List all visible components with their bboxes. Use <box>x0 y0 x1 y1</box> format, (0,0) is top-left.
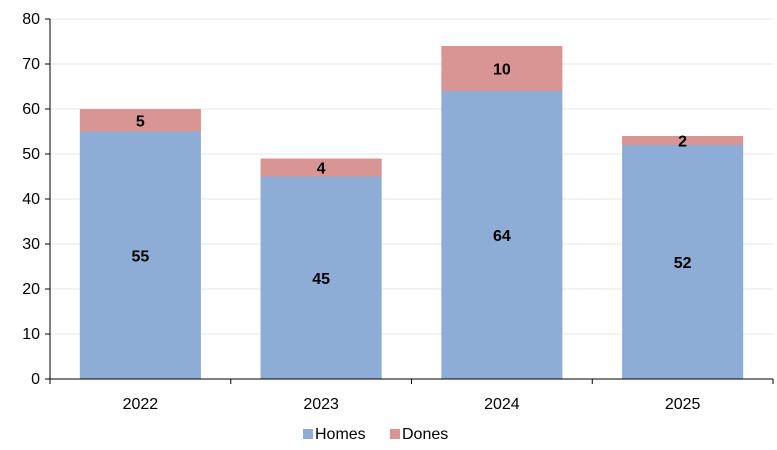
data-label-homes-2024: 64 <box>493 228 511 245</box>
data-label-dones-2025: 2 <box>678 134 687 151</box>
y-tick-label: 10 <box>22 326 40 343</box>
x-tick-label: 2025 <box>665 396 701 413</box>
legend-label-dones: Dones <box>402 426 448 443</box>
y-tick-label: 50 <box>22 146 40 163</box>
y-tick-label: 60 <box>22 101 40 118</box>
legend-swatch-homes <box>303 429 313 439</box>
data-label-dones-2022: 5 <box>136 113 145 130</box>
x-tick-label: 2022 <box>123 396 159 413</box>
legend-label-homes: Homes <box>315 426 366 443</box>
y-tick-label: 0 <box>31 371 40 388</box>
data-label-dones-2023: 4 <box>317 161 326 178</box>
y-tick-labels: 0 10 20 30 40 50 60 70 80 <box>22 11 40 388</box>
bars <box>80 46 743 379</box>
y-tick-label: 70 <box>22 56 40 73</box>
y-tick-label: 20 <box>22 281 40 298</box>
legend-swatch-dones <box>390 429 400 439</box>
y-tick-label: 30 <box>22 236 40 253</box>
data-label-homes-2023: 45 <box>312 271 330 288</box>
data-label-dones-2024: 10 <box>493 62 511 79</box>
x-tick-labels: 2022 2023 2024 2025 <box>123 396 701 413</box>
data-label-homes-2022: 55 <box>131 248 149 265</box>
x-tick-label: 2024 <box>484 396 520 413</box>
y-tick-label: 40 <box>22 191 40 208</box>
legend: Homes Dones <box>303 426 448 443</box>
x-tick-label: 2023 <box>303 396 339 413</box>
y-tick-label: 80 <box>22 11 40 28</box>
data-label-homes-2025: 52 <box>674 255 692 272</box>
